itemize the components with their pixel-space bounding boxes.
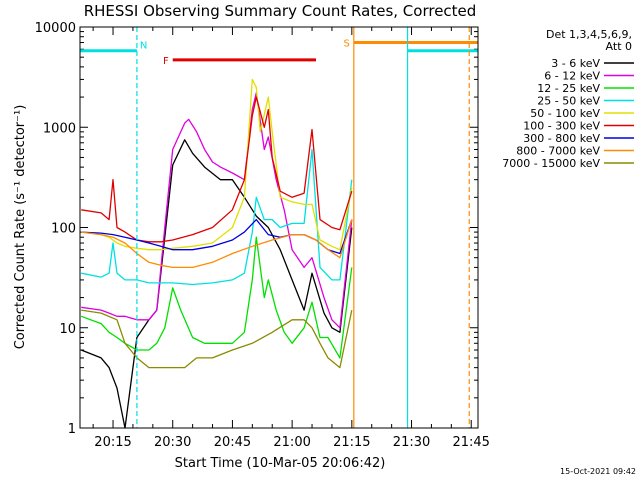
- series-line-1: [81, 92, 353, 329]
- legend-entry-label: 3 - 6 keV: [551, 57, 600, 70]
- legend-entry-label: 300 - 800 keV: [523, 132, 600, 145]
- y-tick-label: 10: [59, 322, 76, 337]
- legend-entry-label: 50 - 100 keV: [530, 107, 600, 120]
- flag-label-S: S: [343, 39, 349, 50]
- y-axis-label: Corrected Count Rate (s⁻¹ detector⁻¹): [13, 105, 28, 350]
- y-tick-label: 10000: [35, 21, 76, 36]
- annotation-layer: N F S: [80, 27, 478, 428]
- series-line-0: [80, 139, 353, 429]
- series-line-2: [80, 236, 353, 359]
- series-line-8: [81, 309, 353, 369]
- x-tick-label: 21:00: [273, 435, 310, 450]
- flag-label-N: N: [140, 41, 147, 52]
- y-tick-label: 1: [68, 422, 76, 437]
- x-tick-label: 21:15: [333, 435, 370, 450]
- x-axis-label: Start Time (10-Mar-05 20:06:42): [175, 456, 386, 471]
- legend-entry-label: 6 - 12 keV: [544, 70, 600, 83]
- legend-entry-label: 100 - 300 keV: [523, 120, 600, 133]
- flag-label-F: F: [163, 56, 169, 67]
- x-tick-label: 20:30: [154, 435, 191, 450]
- legend-header: Det 1,3,4,5,6,9,: [546, 28, 632, 41]
- legend-entry-label: 7000 - 15000 keV: [502, 157, 600, 170]
- series-line-4: [81, 78, 353, 251]
- series-layer: [80, 78, 353, 429]
- axis-ticks: 20:15 20:30 20:45 21:00 21:15 21:30 21:45 1 10 10…: [35, 21, 490, 450]
- x-tick-label: 21:30: [393, 435, 430, 450]
- x-tick-label: 20:15: [94, 435, 131, 450]
- legend-entry-label: 800 - 7000 keV: [516, 145, 600, 158]
- legend-entry-label: 12 - 25 keV: [537, 82, 600, 95]
- y-tick-label: 100: [51, 222, 76, 237]
- legend-entry-label: 25 - 50 keV: [537, 95, 600, 108]
- x-tick-label: 20:45: [214, 435, 251, 450]
- series-line-7: [81, 219, 353, 269]
- series-line-5: [81, 96, 353, 243]
- legend-header: Att 0: [606, 40, 632, 53]
- x-tick-label: 21:45: [452, 435, 489, 450]
- plot-frame: [79, 26, 479, 429]
- y-axis-label-text: Corrected Count Rate (s⁻¹ detector⁻¹): [13, 105, 28, 350]
- chart-title: RHESSI Observing Summary Count Rates, Co…: [84, 2, 477, 20]
- y-tick-label: 1000: [43, 121, 76, 136]
- footer-timestamp: 15-Oct-2021 09:42: [560, 467, 636, 476]
- series-line-3: [81, 148, 353, 286]
